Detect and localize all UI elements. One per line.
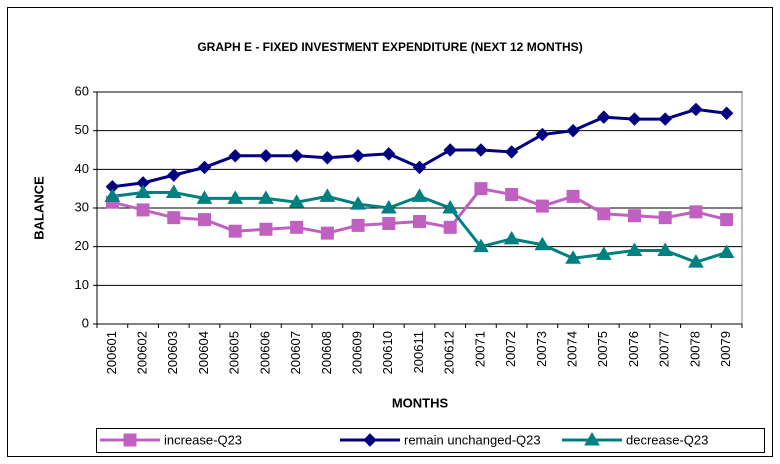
- marker: [505, 187, 519, 201]
- marker: [474, 182, 488, 196]
- y-tick-label: 0: [82, 315, 89, 330]
- x-tick-label: 200612: [442, 331, 457, 374]
- x-tick-label: 20072: [503, 331, 518, 367]
- x-tick-label: 200611: [411, 331, 426, 373]
- marker: [382, 216, 396, 230]
- legend-label: remain unchanged-Q23: [404, 432, 541, 447]
- marker: [412, 160, 427, 175]
- marker: [473, 238, 489, 253]
- marker: [198, 213, 211, 227]
- x-tick-label: 20079: [718, 331, 733, 367]
- x-tick-label: 20074: [565, 331, 580, 367]
- y-tick-label: 30: [75, 199, 89, 214]
- marker: [657, 242, 674, 257]
- y-axis-label: BALANCE: [31, 176, 46, 240]
- marker: [474, 143, 488, 157]
- marker: [688, 254, 704, 268]
- marker: [689, 205, 703, 219]
- y-tick-label: 40: [75, 161, 89, 176]
- marker: [627, 112, 642, 126]
- x-tick-label: 200601: [104, 331, 119, 374]
- marker: [626, 242, 643, 257]
- marker: [320, 226, 334, 240]
- marker: [380, 200, 397, 214]
- marker: [504, 145, 519, 159]
- marker: [165, 184, 182, 199]
- marker: [597, 207, 611, 221]
- x-tick-label: 20073: [534, 331, 549, 367]
- marker: [351, 149, 365, 163]
- marker: [628, 209, 641, 223]
- marker: [363, 433, 377, 447]
- x-tick-label: 200609: [350, 331, 365, 374]
- marker: [350, 196, 366, 210]
- x-tick-label: 200604: [196, 331, 211, 374]
- marker: [288, 194, 305, 208]
- marker: [534, 236, 551, 251]
- marker: [689, 102, 703, 117]
- marker: [382, 147, 396, 161]
- marker: [535, 127, 550, 142]
- marker: [228, 224, 242, 238]
- marker: [565, 250, 581, 264]
- legend-label: increase-Q23: [164, 432, 242, 447]
- x-tick-label: 200602: [135, 331, 150, 374]
- marker: [658, 211, 672, 225]
- marker: [290, 220, 304, 234]
- marker: [227, 190, 244, 204]
- legend-label: decrease-Q23: [626, 432, 708, 447]
- x-tick-label: 200608: [319, 331, 334, 374]
- marker: [319, 188, 336, 202]
- x-tick-label: 20071: [472, 331, 487, 367]
- marker: [351, 218, 365, 232]
- marker: [584, 432, 600, 446]
- marker: [167, 168, 181, 182]
- marker: [442, 200, 459, 214]
- marker: [597, 110, 611, 124]
- x-axis-label: MONTHS: [392, 395, 449, 410]
- x-tick-label: 20077: [657, 331, 672, 367]
- marker: [566, 189, 580, 203]
- x-tick-label: 20076: [626, 331, 641, 367]
- marker: [658, 112, 672, 126]
- marker: [135, 184, 151, 199]
- marker: [136, 203, 150, 217]
- y-tick-label: 20: [75, 238, 89, 253]
- x-tick-label: 200610: [380, 331, 395, 374]
- x-tick-label: 200605: [227, 331, 242, 374]
- marker: [228, 149, 242, 163]
- marker: [259, 222, 273, 236]
- marker: [167, 211, 181, 225]
- marker: [289, 149, 304, 163]
- y-tick-label: 50: [75, 122, 89, 137]
- marker: [595, 246, 612, 260]
- marker: [718, 244, 735, 258]
- marker: [259, 149, 273, 163]
- marker: [413, 215, 426, 229]
- y-tick-label: 60: [75, 83, 89, 98]
- x-tick-label: 200603: [165, 331, 180, 374]
- x-tick-label: 20075: [595, 331, 610, 367]
- marker: [258, 190, 274, 204]
- x-tick-label: 200607: [288, 331, 303, 374]
- marker: [720, 213, 734, 227]
- x-tick-label: 200606: [257, 331, 272, 374]
- marker: [443, 220, 457, 234]
- marker: [320, 151, 335, 165]
- y-tick-label: 10: [75, 277, 89, 292]
- x-tick-label: 20078: [687, 331, 702, 367]
- marker: [104, 188, 121, 202]
- marker: [566, 123, 580, 138]
- legend: [96, 428, 765, 453]
- marker: [503, 230, 520, 245]
- marker: [535, 199, 549, 213]
- chart-title: GRAPH E - FIXED INVESTMENT EXPENDITURE (…: [197, 40, 582, 54]
- marker: [196, 190, 213, 204]
- marker: [197, 160, 212, 175]
- marker: [443, 143, 457, 157]
- marker: [123, 433, 137, 447]
- marker: [719, 106, 734, 120]
- marker: [411, 188, 428, 202]
